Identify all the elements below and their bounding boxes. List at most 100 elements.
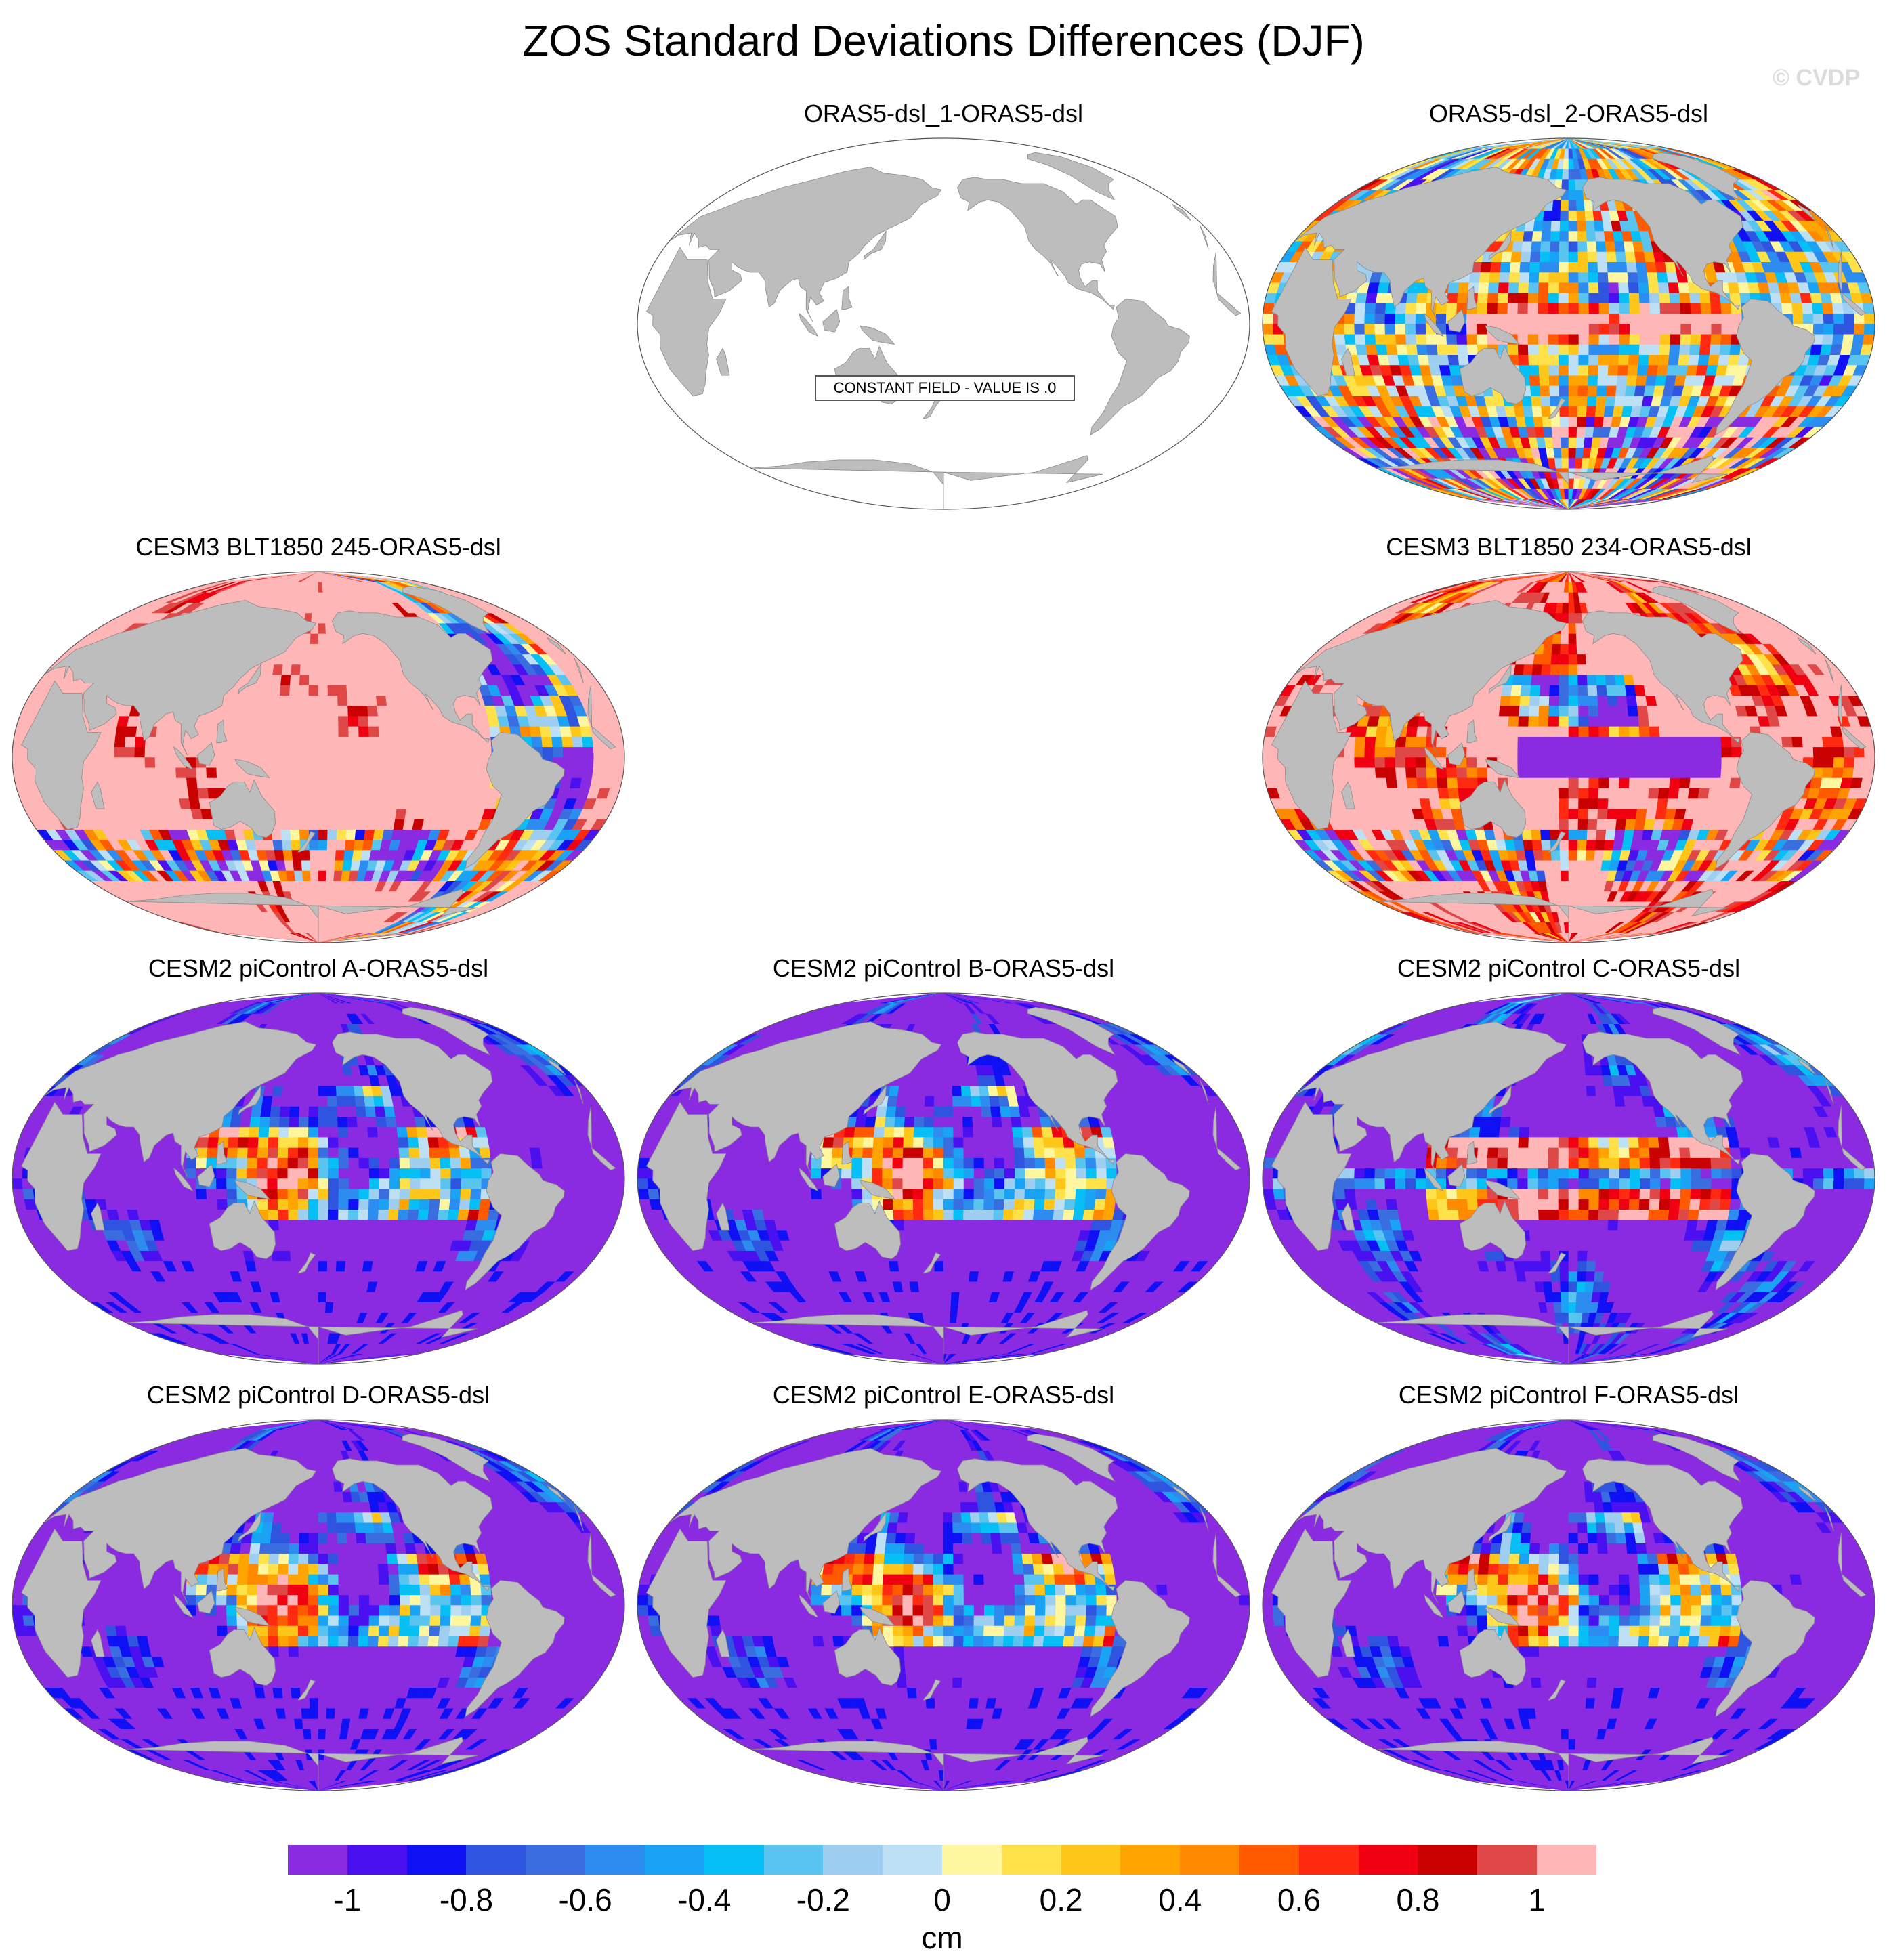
watermark: © CVDP <box>1773 65 1860 91</box>
field-cell <box>430 757 442 768</box>
field-cell <box>1577 375 1589 386</box>
field-cell <box>1628 354 1640 366</box>
field-cell <box>1354 323 1365 335</box>
field-cell <box>1507 313 1519 324</box>
field-cell <box>308 726 319 737</box>
field-cell <box>1636 272 1649 283</box>
field-cell <box>318 746 329 758</box>
field-cell <box>365 818 377 830</box>
field-cell <box>1568 251 1579 262</box>
field-cell <box>1618 282 1630 293</box>
field-cell <box>1364 323 1376 335</box>
panel-title: ORAS5-dsl_2-ORAS5-dsl <box>1428 100 1709 127</box>
field-cell <box>287 757 299 768</box>
field-cell <box>1466 313 1477 324</box>
field-cell <box>1559 251 1569 262</box>
field-cell <box>1568 220 1578 232</box>
field-cell <box>1823 313 1835 324</box>
field-cell <box>1575 447 1584 459</box>
field-cell <box>272 839 284 851</box>
field-cell <box>1550 230 1561 242</box>
field-cell <box>470 767 482 778</box>
field-cell <box>134 757 146 768</box>
field-cell <box>1586 839 1596 851</box>
field-cell <box>1615 251 1627 262</box>
field-cell <box>1588 272 1599 283</box>
field-cell <box>364 674 375 685</box>
field-cell <box>328 767 339 778</box>
field-cell <box>366 695 378 706</box>
field-cell <box>356 818 367 830</box>
field-cell <box>1568 375 1579 386</box>
field-cell <box>357 705 368 717</box>
field-cell <box>1528 272 1540 283</box>
field-cell <box>1559 240 1569 252</box>
field-cell <box>1548 344 1559 356</box>
field-cell <box>572 757 585 768</box>
field-cell <box>310 859 319 871</box>
field-cell <box>385 808 398 819</box>
map-oras5-dsl-2 <box>1262 137 1875 510</box>
field-cell <box>1638 293 1651 303</box>
field-cell <box>1538 313 1549 324</box>
field-cell <box>374 685 386 696</box>
field-cell <box>1541 406 1552 417</box>
field-cell <box>247 726 259 737</box>
field-cell <box>1534 426 1545 438</box>
field-cell <box>1559 416 1569 427</box>
field-cell <box>1648 282 1660 293</box>
field-cell <box>1568 293 1579 303</box>
field-cell <box>308 674 319 685</box>
field-cell <box>1649 313 1661 324</box>
field-cell <box>1575 437 1586 448</box>
field-cell <box>1710 333 1722 345</box>
field-cell <box>1680 333 1691 345</box>
field-cell <box>105 726 118 737</box>
field-cell <box>281 664 293 675</box>
field-cell <box>1605 396 1616 407</box>
field-cell <box>318 849 328 861</box>
field-cell <box>278 715 289 727</box>
field-cell <box>298 808 310 819</box>
field-cell <box>1395 313 1406 324</box>
field-cell <box>236 726 249 737</box>
field-cell <box>1376 293 1388 303</box>
field-cell <box>1527 333 1539 345</box>
field-cell <box>1731 303 1743 314</box>
field-cell <box>167 788 179 799</box>
field-cell <box>1597 375 1609 386</box>
field-cell <box>305 602 314 614</box>
field-cell <box>1538 323 1549 335</box>
field-cell <box>280 674 291 685</box>
field-cell <box>1395 323 1406 335</box>
field-cell <box>298 705 309 717</box>
field-cell <box>1384 333 1397 345</box>
field-cell <box>104 757 115 768</box>
field-cell <box>1720 333 1733 345</box>
field-cell <box>1678 282 1690 293</box>
field-cell <box>327 695 339 706</box>
field-cell <box>471 746 482 758</box>
field-cell <box>396 705 408 717</box>
field-cell <box>288 715 299 727</box>
field-cell <box>298 798 309 809</box>
field-cell <box>257 715 269 727</box>
field-cell <box>419 726 431 737</box>
field-cell <box>1397 354 1410 366</box>
field-cell <box>1517 303 1529 314</box>
field-cell <box>1578 323 1590 335</box>
field-cell <box>1585 220 1596 232</box>
field-cell <box>104 736 116 748</box>
field-cell <box>1615 385 1627 396</box>
field-cell <box>206 777 218 789</box>
field-cell <box>1354 333 1366 345</box>
field-cell <box>450 746 462 758</box>
field-cell <box>1508 282 1519 293</box>
field-cell <box>1487 313 1498 324</box>
field-cell <box>1609 303 1620 314</box>
field-cell <box>83 767 96 778</box>
field-cell <box>1588 354 1599 366</box>
field-cell <box>1561 880 1569 892</box>
field-cell <box>295 880 305 892</box>
field-cell <box>1680 313 1692 324</box>
